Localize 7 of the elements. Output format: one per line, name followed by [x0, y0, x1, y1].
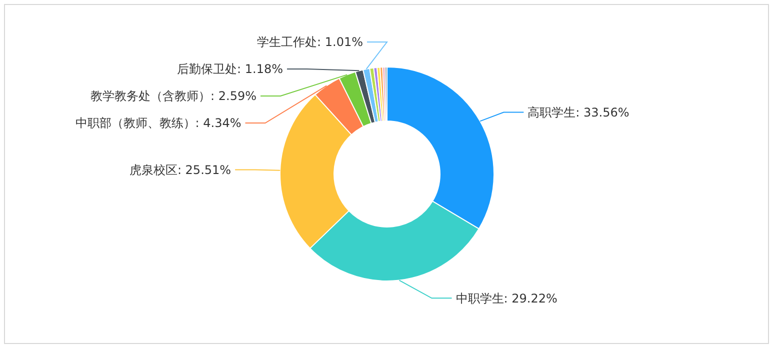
slice-label: 后勤保卫处: 1.18%: [177, 62, 284, 76]
slice-label: 中职学生: 29.22%: [456, 291, 558, 306]
slice-label: 教学教务处（含教师）: 2.59%: [90, 89, 257, 104]
slice-label: 中职部（教师、教练）: 4.34%: [75, 116, 242, 130]
slice-label: 虎泉校区: 25.51%: [129, 163, 232, 177]
slice-label: 高职学生: 33.56%: [528, 105, 630, 120]
slice-label: 学生工作处: 1.01%: [257, 35, 363, 50]
